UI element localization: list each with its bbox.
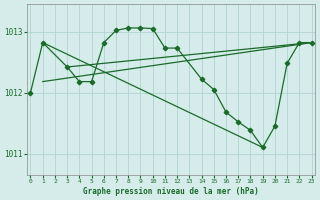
X-axis label: Graphe pression niveau de la mer (hPa): Graphe pression niveau de la mer (hPa): [83, 187, 259, 196]
